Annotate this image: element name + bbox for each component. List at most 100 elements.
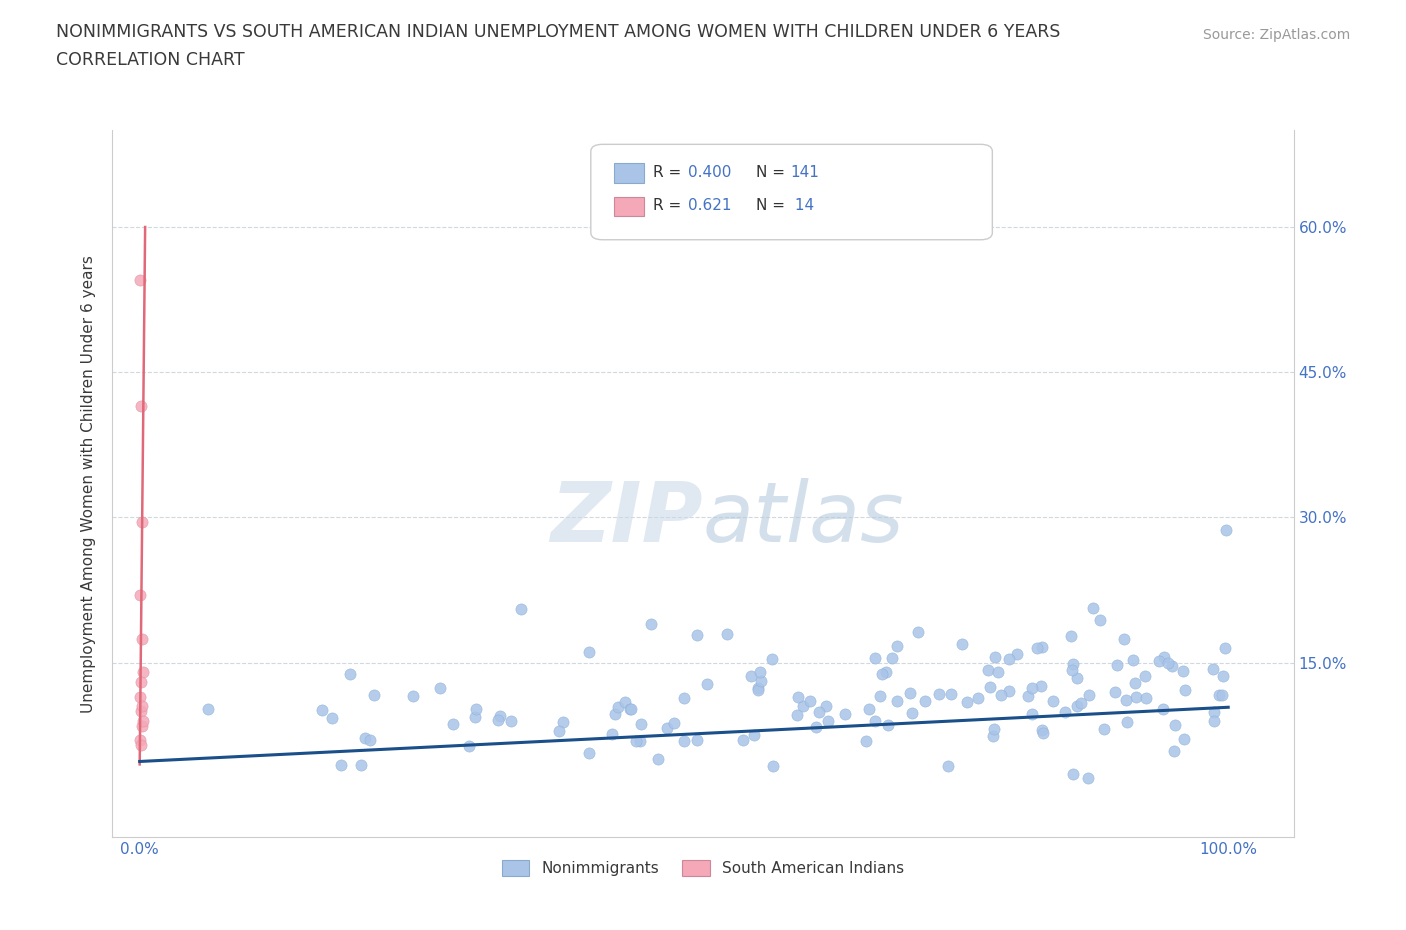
Point	[339, 667, 361, 682]
Point	[990, 687, 1012, 702]
Point	[128, 272, 150, 287]
Point	[686, 732, 709, 747]
Point	[628, 733, 651, 748]
Point	[1077, 771, 1099, 786]
Point	[981, 728, 1004, 743]
Point	[898, 686, 921, 701]
Point	[855, 734, 877, 749]
Point	[863, 713, 886, 728]
Point	[132, 713, 155, 728]
Point	[740, 669, 762, 684]
FancyBboxPatch shape	[591, 144, 993, 240]
Point	[696, 677, 718, 692]
Point	[1092, 722, 1115, 737]
Point	[672, 691, 695, 706]
Point	[131, 515, 153, 530]
Point	[647, 751, 669, 766]
Point	[749, 674, 772, 689]
Point	[1215, 523, 1237, 538]
Point	[662, 716, 685, 731]
Point	[441, 716, 464, 731]
Point	[1125, 689, 1147, 704]
Point	[928, 686, 950, 701]
Point	[886, 694, 908, 709]
Point	[1153, 650, 1175, 665]
Point	[607, 699, 630, 714]
Text: ZIP: ZIP	[550, 478, 703, 560]
Point	[600, 726, 623, 741]
Point	[128, 733, 150, 748]
Point	[132, 665, 155, 680]
Point	[815, 698, 838, 713]
Point	[1088, 613, 1111, 628]
Point	[329, 758, 352, 773]
Point	[869, 688, 891, 703]
Point	[749, 664, 772, 679]
Point	[1202, 662, 1225, 677]
Point	[858, 701, 880, 716]
Point	[901, 706, 924, 721]
Point	[792, 698, 814, 713]
Point	[907, 625, 929, 640]
Point	[997, 684, 1019, 698]
Point	[1070, 696, 1092, 711]
Point	[578, 644, 600, 659]
Point	[870, 667, 893, 682]
Point	[1066, 699, 1088, 714]
Point	[129, 737, 152, 752]
Point	[673, 733, 696, 748]
Text: NONIMMIGRANTS VS SOUTH AMERICAN INDIAN UNEMPLOYMENT AMONG WOMEN WITH CHILDREN UN: NONIMMIGRANTS VS SOUTH AMERICAN INDIAN U…	[56, 23, 1060, 41]
Point	[630, 716, 652, 731]
Point	[1157, 656, 1180, 671]
Point	[984, 650, 1007, 665]
Point	[863, 650, 886, 665]
Text: CORRELATION CHART: CORRELATION CHART	[56, 51, 245, 69]
Point	[1152, 702, 1174, 717]
Point	[402, 689, 425, 704]
Point	[640, 617, 662, 631]
Point	[786, 708, 808, 723]
Point	[465, 702, 488, 717]
Point	[979, 679, 1001, 694]
Point	[1081, 600, 1104, 615]
Point	[1054, 704, 1077, 719]
Point	[1208, 687, 1230, 702]
Point	[363, 687, 385, 702]
Point	[131, 698, 153, 713]
Point	[1115, 715, 1137, 730]
Point	[804, 719, 827, 734]
Point	[353, 730, 375, 745]
Point	[458, 738, 481, 753]
Point	[1202, 705, 1225, 720]
Point	[1029, 679, 1052, 694]
Point	[742, 727, 765, 742]
Point	[1211, 687, 1233, 702]
Point	[1031, 723, 1053, 737]
Point	[311, 703, 333, 718]
Point	[128, 689, 150, 704]
Point	[807, 704, 830, 719]
Point	[1163, 744, 1185, 759]
Point	[886, 639, 908, 654]
Point	[1212, 669, 1234, 684]
Point	[489, 709, 512, 724]
Point	[686, 627, 709, 642]
Point	[875, 665, 897, 680]
Point	[1078, 687, 1101, 702]
Point	[716, 626, 738, 641]
Y-axis label: Unemployment Among Women with Children Under 6 years: Unemployment Among Women with Children U…	[80, 255, 96, 712]
Point	[350, 758, 373, 773]
Point	[1123, 676, 1146, 691]
FancyBboxPatch shape	[614, 196, 644, 217]
Point	[761, 651, 783, 666]
Point	[603, 706, 626, 721]
Point	[986, 665, 1008, 680]
Point	[914, 694, 936, 709]
Point	[429, 680, 451, 695]
Point	[1031, 640, 1053, 655]
Point	[976, 663, 998, 678]
Point	[787, 690, 810, 705]
Legend: Nonimmigrants, South American Indians: Nonimmigrants, South American Indians	[496, 854, 910, 883]
Point	[131, 718, 153, 733]
Point	[877, 718, 900, 733]
